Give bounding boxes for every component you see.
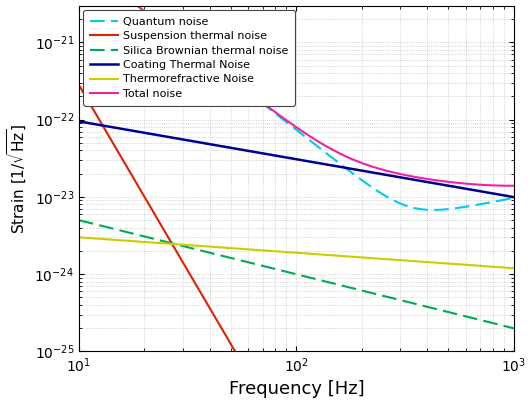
Silica Brownian thermal noise (243, 259, 249, 264)
X-axis label: Frequency [Hz]: Frequency [Hz] (229, 381, 364, 398)
Quantum noise (126, 0, 132, 1)
Line: Silica Brownian thermal noise: Silica Brownian thermal noise (79, 220, 514, 328)
Total noise (261, 102, 268, 107)
Line: Thermorefractive Noise: Thermorefractive Noise (79, 237, 514, 268)
Suspension thermal noise (243, 367, 249, 372)
Suspension thermal noise (76, 83, 82, 88)
Coating Thermal Noise (76, 119, 82, 124)
Coating Thermal Noise (151, 132, 157, 137)
Line: Total noise: Total noise (79, 0, 514, 186)
Thermorefractive Noise (151, 240, 157, 245)
Quantum noise (151, 17, 157, 21)
Coating Thermal Noise (243, 148, 249, 153)
Silica Brownian thermal noise (502, 324, 509, 328)
Coating Thermal Noise (455, 185, 462, 190)
Line: Suspension thermal noise: Suspension thermal noise (79, 85, 514, 404)
Line: Coating Thermal Noise: Coating Thermal Noise (79, 121, 514, 197)
Thermorefractive Noise (126, 238, 132, 243)
Total noise (455, 181, 462, 185)
Coating Thermal Noise (502, 193, 509, 198)
Total noise (243, 88, 249, 93)
Total noise (502, 183, 509, 188)
Suspension thermal noise (126, 167, 132, 172)
Quantum noise (261, 103, 268, 107)
Thermorefractive Noise (455, 262, 462, 267)
Thermorefractive Noise (76, 235, 82, 240)
Line: Quantum noise: Quantum noise (79, 0, 514, 210)
Legend: Quantum noise, Suspension thermal noise, Silica Brownian thermal noise, Coating : Quantum noise, Suspension thermal noise,… (84, 10, 295, 105)
Silica Brownian thermal noise (455, 312, 462, 317)
Suspension thermal noise (261, 399, 268, 404)
Coating Thermal Noise (261, 151, 268, 156)
Thermorefractive Noise (243, 247, 249, 252)
Quantum noise (243, 88, 249, 93)
Total noise (151, 17, 157, 21)
Coating Thermal Noise (126, 128, 132, 133)
Thermorefractive Noise (511, 266, 517, 271)
Total noise (509, 183, 515, 188)
Thermorefractive Noise (502, 265, 509, 270)
Coating Thermal Noise (511, 195, 517, 200)
Silica Brownian thermal noise (151, 236, 157, 241)
Quantum noise (430, 208, 436, 213)
Suspension thermal noise (151, 211, 157, 216)
Silica Brownian thermal noise (261, 264, 268, 269)
Silica Brownian thermal noise (76, 218, 82, 223)
Total noise (126, 0, 132, 1)
Silica Brownian thermal noise (126, 230, 132, 235)
Quantum noise (455, 205, 462, 210)
Quantum noise (511, 196, 517, 200)
Y-axis label: Strain $[1/\sqrt{\mathrm{Hz}}]$: Strain $[1/\sqrt{\mathrm{Hz}}]$ (5, 123, 29, 234)
Total noise (511, 183, 517, 188)
Thermorefractive Noise (261, 248, 268, 253)
Silica Brownian thermal noise (511, 326, 517, 331)
Quantum noise (502, 197, 509, 202)
